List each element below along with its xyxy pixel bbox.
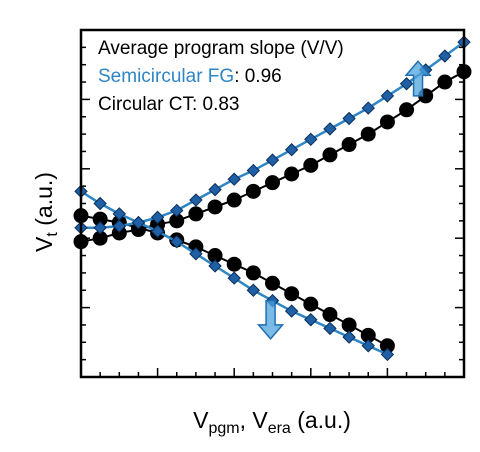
arrow-down xyxy=(256,299,285,340)
data-point-circle xyxy=(245,265,261,281)
data-point-diamond xyxy=(93,196,107,211)
legend-heading: Average program slope (V/V) xyxy=(98,38,344,59)
data-point-circle xyxy=(322,147,338,163)
data-point-circle xyxy=(111,225,127,241)
data-point-diamond xyxy=(304,313,318,327)
data-point-circle xyxy=(437,74,453,90)
data-point-circle xyxy=(341,317,357,333)
data-point-circle xyxy=(341,137,357,153)
legend-label-semicircular-fg: Semicircular FG xyxy=(98,66,234,87)
data-point-diamond xyxy=(380,89,395,103)
data-point-diamond xyxy=(112,219,127,233)
axis-label-subscript: era xyxy=(268,420,291,437)
data-point-diamond xyxy=(189,193,203,207)
data-point-circle xyxy=(207,248,223,264)
data-point-diamond xyxy=(342,111,356,126)
data-point-diamond xyxy=(170,234,184,249)
data-point-diamond xyxy=(284,143,299,157)
data-point-circle xyxy=(379,338,395,354)
data-point-circle xyxy=(265,275,280,291)
data-point-circle xyxy=(303,157,319,173)
data-point-diamond xyxy=(208,259,222,273)
data-point-diamond xyxy=(265,153,280,167)
series-semicircular-fg-erase xyxy=(74,184,395,362)
data-point-diamond xyxy=(170,203,184,218)
data-point-diamond xyxy=(438,49,452,63)
axis-label-subscript: t xyxy=(44,232,61,237)
legend-label-circular-ct: Circular CT xyxy=(98,94,194,115)
y-axis-label: Vt (a.u.) xyxy=(31,172,61,252)
data-point-diamond xyxy=(361,339,375,353)
data-point-diamond xyxy=(208,182,222,197)
legend-entry-circular-ct: Circular CT: 0.83 xyxy=(98,94,240,115)
legend-value-circular-ct: : 0.83 xyxy=(192,94,240,115)
data-point-diamond xyxy=(342,330,356,344)
data-point-circle xyxy=(169,213,185,229)
data-point-circle xyxy=(303,296,319,312)
legend-entry-semicircular-fg: Semicircular FG: 0.96 xyxy=(98,66,282,87)
legend-value-semicircular-fg: : 0.96 xyxy=(234,66,282,87)
data-point-diamond xyxy=(284,304,299,318)
data-point-diamond xyxy=(131,215,146,230)
data-point-circle xyxy=(284,286,300,302)
data-point-diamond xyxy=(361,101,375,115)
data-point-diamond xyxy=(189,247,203,261)
data-point-circle xyxy=(188,206,204,222)
data-point-circle xyxy=(284,166,300,182)
data-point-circle xyxy=(399,102,415,118)
data-point-circle xyxy=(265,175,280,191)
axis-label-text: , V xyxy=(240,407,269,433)
data-point-circle xyxy=(379,114,395,130)
data-point-circle xyxy=(245,183,261,199)
data-point-diamond xyxy=(246,283,261,297)
data-point-diamond xyxy=(150,210,165,225)
data-point-circle xyxy=(226,256,242,272)
data-point-diamond xyxy=(93,221,107,235)
arrow-up xyxy=(404,60,432,97)
data-point-circle xyxy=(360,126,376,142)
data-point-circle xyxy=(92,211,108,227)
data-point-circle xyxy=(92,230,108,246)
legend-box: Average program slope (V/V) Semicircular… xyxy=(98,38,344,115)
axis-label-text: (a.u.) xyxy=(31,172,57,232)
axis-label-subscript: pgm xyxy=(208,420,239,437)
axis-label-text: (a.u.) xyxy=(291,407,351,433)
data-point-diamond xyxy=(399,77,414,91)
data-point-circle xyxy=(322,307,338,323)
axis-label-text: V xyxy=(31,236,57,252)
data-point-diamond xyxy=(246,163,261,178)
data-point-diamond xyxy=(323,321,337,336)
data-point-diamond xyxy=(380,347,395,362)
data-point-diamond xyxy=(150,224,165,238)
data-point-diamond xyxy=(304,132,318,147)
data-point-diamond xyxy=(227,172,241,186)
data-point-diamond xyxy=(112,207,127,221)
data-point-circle xyxy=(360,327,376,343)
data-point-diamond xyxy=(323,122,337,136)
series-circular-ct-program xyxy=(73,64,472,250)
axis-label-text: V xyxy=(193,407,209,433)
x-axis-label: Vpgm, Vera (a.u.) xyxy=(193,407,351,437)
data-point-diamond xyxy=(227,271,241,285)
data-point-circle xyxy=(226,192,242,208)
data-point-circle xyxy=(207,199,223,215)
